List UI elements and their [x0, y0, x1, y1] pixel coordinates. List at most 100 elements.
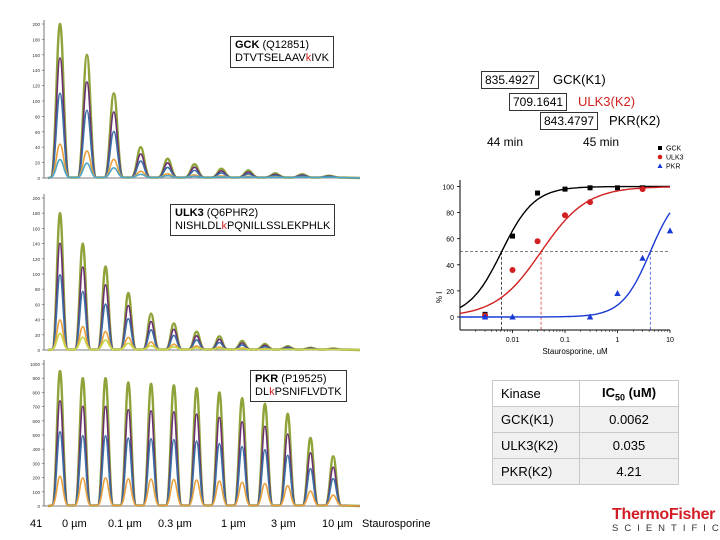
ic50-header-value: IC50 (uM) [579, 380, 679, 407]
conc-label-4: 3 µm [271, 518, 296, 530]
ulk3-data-point [562, 212, 568, 219]
dose-response-chart: GCK ULK3 PKR 0 20 40 60 80 100 0.01 0.1 1 10 Stauros… [435, 146, 696, 356]
y-tick-label: 180 [32, 211, 40, 216]
y-tick-label: 140 [32, 242, 40, 247]
pkr-data-point [481, 313, 489, 320]
mz-value-gck: 835.4927 [481, 71, 540, 89]
y-tick-label: 160 [32, 226, 40, 231]
conc-label-1: 0.1 µm [108, 518, 142, 530]
y-tick-label: 700 [32, 405, 40, 410]
ulk3-data-point [509, 267, 516, 273]
slide-number: 41 [30, 518, 43, 530]
time-label-45: 45 min [583, 135, 620, 149]
y-tick-label: 160 [32, 53, 40, 58]
gck-data-point [615, 185, 620, 191]
y-tick-label: 200 [32, 476, 40, 481]
y-tick-label: 60 [35, 130, 41, 135]
peptide-callout-pkr: PKR (P19525) DLkPSNIFLVDTK [250, 370, 347, 402]
peptide-callout-ulk3: ULK3 (Q6PHR2) NISHLDLkPQNILLSSLEKPHLK [170, 204, 336, 236]
pkr-data-point [586, 313, 594, 320]
gck-data-point [562, 186, 568, 192]
chromatogram-trace [47, 319, 361, 351]
y-tick-label: 200 [32, 196, 40, 201]
y-tick-label: 180 [32, 37, 40, 42]
y-tick-label: 900 [32, 376, 40, 381]
y-tick-label: 100 [32, 99, 40, 104]
y-tick-label: 600 [32, 419, 40, 424]
ic50-row-ulk3: ULK3(K2) 0.035 [492, 432, 679, 459]
y-tick-label: 80 [35, 114, 41, 119]
y-tick-label: 400 [32, 447, 40, 452]
y-tick-label: 120 [32, 84, 40, 89]
legend-label: ULK3 [666, 155, 684, 162]
dose-y-tick-label: 60 [446, 237, 454, 244]
dose-x-tick-label: 0.01 [506, 337, 520, 344]
pkr-data-point [614, 289, 621, 296]
y-tick-label: 40 [35, 145, 41, 150]
conc-label-5: 10 µm [322, 518, 353, 530]
ic50-kinase-cell: PKR(K2) [492, 458, 580, 485]
dose-y-tick-label: 20 [446, 289, 454, 296]
y-tick-label: 40 [35, 318, 41, 323]
y-tick-label: 120 [32, 257, 40, 262]
gck-data-point [587, 185, 593, 191]
mz-value-pkr: 843.4797 [540, 112, 599, 130]
mz-value-ulk3: 709.1641 [509, 93, 568, 111]
legend-marker-pkr [657, 163, 663, 168]
gck-data-point [510, 233, 515, 239]
y-tick-label: 20 [35, 333, 41, 338]
dose-y-axis-label: % I [435, 292, 444, 304]
ulk3-data-point [639, 186, 646, 193]
pkr-data-point [509, 313, 516, 320]
dose-x-axis-label: Staurosporine, uM [542, 347, 608, 356]
chromatogram-trace [47, 57, 361, 179]
dose-y-tick-label: 40 [446, 263, 454, 270]
dose-legend: GCK ULK3 PKR [657, 146, 696, 186]
ic50-table-header: Kinase IC50 (uM) [492, 380, 679, 407]
dose-y-tick-label: 0 [450, 315, 454, 322]
dose-x-tick-label: 10 [666, 337, 674, 344]
chromatogram-trace [47, 475, 361, 507]
y-tick-label: 0 [37, 348, 40, 353]
spectrum-panel-pkr: 01002003004005006007008009001000Relative… [30, 356, 362, 514]
ulk3-fit-curve [459, 186, 670, 314]
pkr-data-point [639, 254, 646, 261]
y-tick-label: 500 [32, 433, 40, 438]
chromatogram-trace [47, 158, 361, 179]
dose-x-tick-label: 1 [616, 337, 620, 344]
conc-label-2: 0.3 µm [158, 518, 192, 530]
peptide-callout-gck: GCK (Q12851) DTVTSELAAVkIVK [230, 36, 334, 68]
ulk3-data-point [534, 238, 541, 245]
conc-label-3: 1 µm [221, 518, 246, 530]
conc-label-0: 0 µm [62, 518, 87, 530]
chromatogram-gck: 020406080100120140160180200Relative Inte… [32, 20, 361, 181]
ion-label-ulk3: ULK3(K2) [578, 94, 636, 109]
chromatogram-trace [47, 242, 361, 351]
ic50-value-cell: 4.21 [579, 458, 679, 485]
ic50-header-kinase: Kinase [492, 380, 580, 407]
ion-label-pkr: PKR(K2) [609, 113, 661, 128]
chromatogram-pkr: 01002003004005006007008009001000Relative… [30, 360, 361, 509]
y-tick-label: 100 [32, 490, 40, 495]
y-tick-label: 60 [35, 302, 41, 307]
y-tick-label: 100 [32, 272, 40, 277]
dose-y-tick-label: 100 [442, 185, 454, 192]
ic50-table: Kinase IC50 (uM) GCK(K1) 0.0062 ULK3(K2)… [492, 380, 679, 485]
gck-fit-curve [459, 185, 670, 309]
dose-x-tick-label: 0.1 [560, 337, 570, 344]
spectrum-panel-gck: 020406080100120140160180200Relative Inte… [30, 10, 362, 186]
ic50-kinase-cell: ULK3(K2) [492, 432, 580, 459]
legend-label: GCK [666, 146, 682, 153]
ic50-row-pkr: PKR(K2) 4.21 [492, 458, 679, 485]
ic50-row-gck: GCK(K1) 0.0062 [492, 406, 679, 433]
pkr-fit-curve [460, 212, 671, 318]
y-tick-label: 20 [35, 161, 41, 166]
conc-label-6: Staurosporine [362, 518, 431, 530]
chromatogram-trace [47, 332, 361, 351]
legend-marker-gck [658, 146, 662, 150]
y-tick-label: 800 [32, 390, 40, 395]
dose-y-tick-label: 80 [446, 211, 454, 218]
company-logo: ThermoFisher SCIENTIFIC [612, 506, 720, 534]
y-tick-label: 0 [37, 504, 40, 509]
ic50-kinase-cell: GCK(K1) [492, 406, 580, 433]
